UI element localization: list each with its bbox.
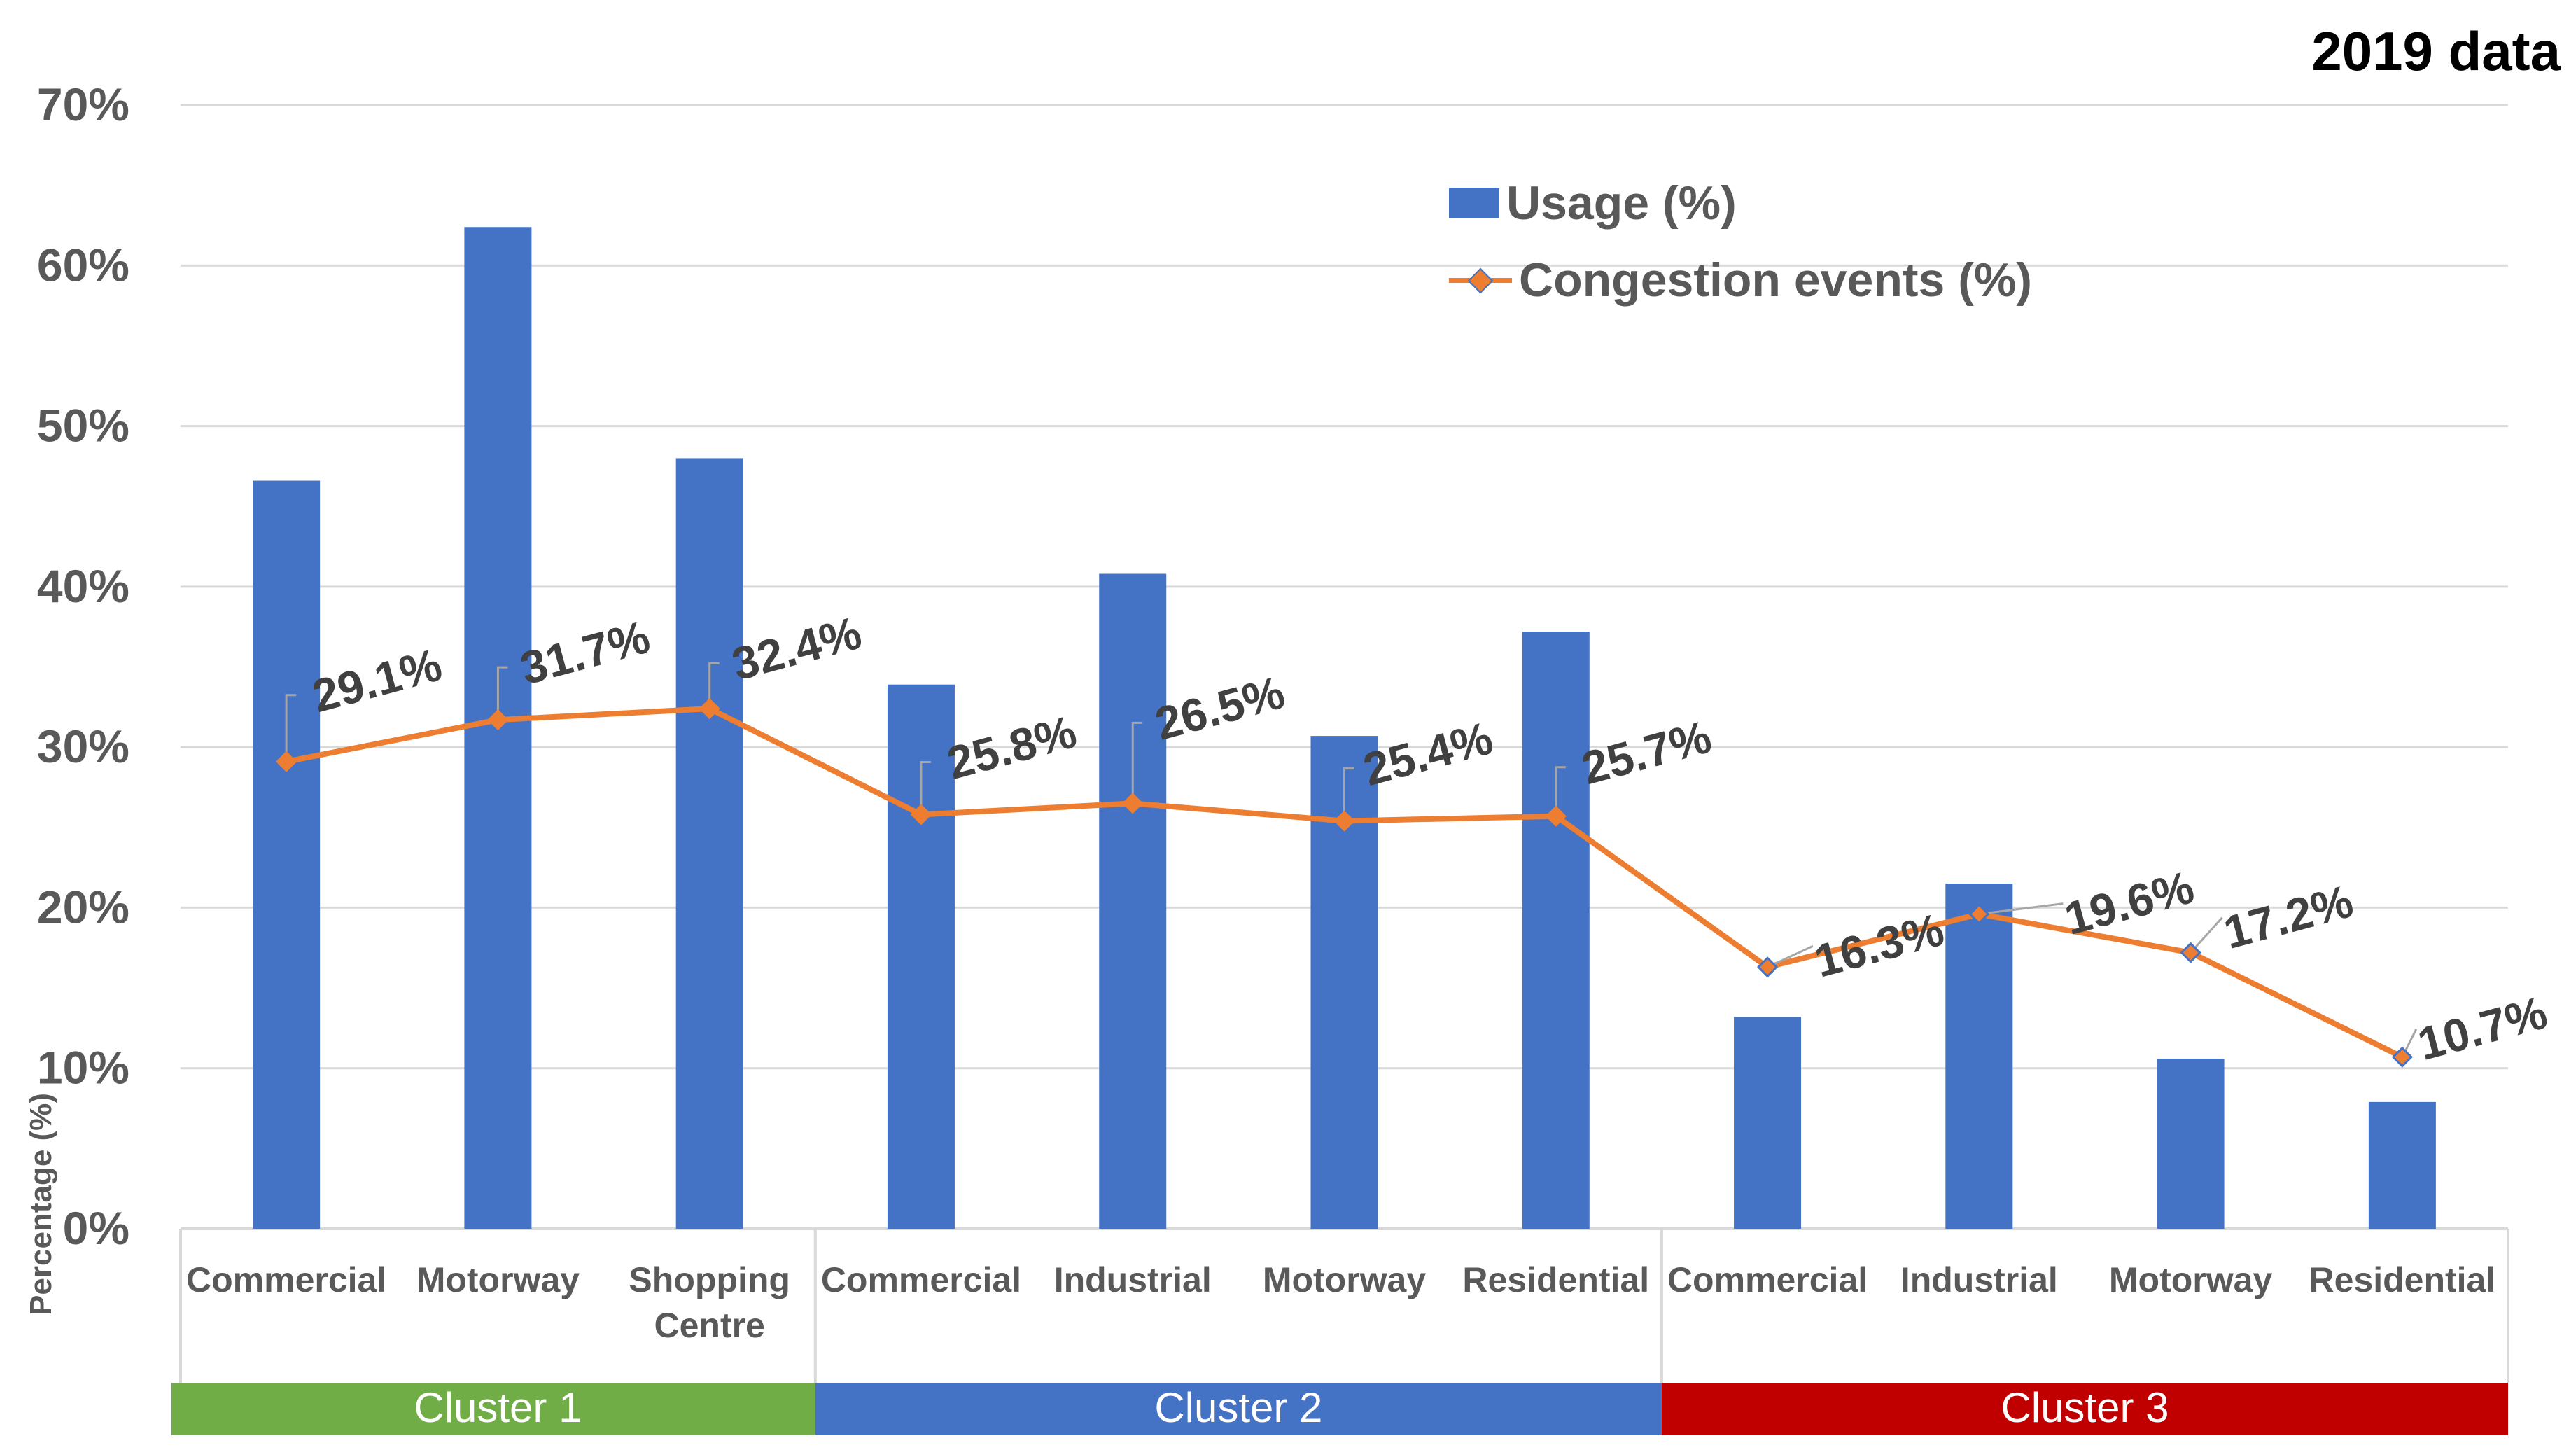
x-tick-label: Residential	[1462, 1260, 1649, 1299]
congestion-marker	[910, 804, 932, 825]
x-tick-label: Commercial	[186, 1260, 386, 1299]
y-axis-label: Percentage (%)	[3, 1008, 80, 1400]
y-tick-label: 10%	[37, 1042, 130, 1094]
usage-bar	[253, 480, 321, 1229]
y-tick-label: 70%	[37, 78, 130, 130]
data-label-leader	[496, 666, 508, 720]
x-tick-label: Motorway	[1263, 1260, 1427, 1299]
cluster-label: Cluster 1	[414, 1384, 582, 1431]
cluster-band	[1661, 1383, 2508, 1435]
congestion-marker	[2180, 942, 2202, 963]
congestion-marker	[276, 751, 298, 772]
congestion-data-label: 25.4%	[1358, 711, 1498, 795]
usage-bar	[1945, 884, 2013, 1229]
legend-item-congestion: Congestion events (%)	[1449, 242, 2032, 319]
usage-bar	[1522, 632, 1590, 1229]
cluster-band	[815, 1383, 1662, 1435]
cluster-label: Cluster 3	[2001, 1384, 2169, 1431]
legend-swatch-usage	[1449, 188, 1499, 218]
congestion-data-label: 25.7%	[1576, 710, 1716, 794]
legend-swatch-congestion	[1449, 266, 1512, 294]
congestion-data-label: 25.8%	[941, 705, 1082, 789]
congestion-data-label: 29.1%	[307, 638, 447, 722]
legend: Usage (%) Congestion events (%)	[1449, 165, 2032, 319]
congestion-marker	[1545, 805, 1567, 827]
data-label-leader	[1555, 766, 1566, 816]
congestion-data-label: 16.3%	[1809, 903, 1949, 987]
congestion-data-label: 17.2%	[2218, 874, 2358, 958]
congestion-data-label: 26.5%	[1150, 666, 1290, 750]
x-tick-label: Motorway	[416, 1260, 580, 1299]
y-tick-label: 0%	[63, 1202, 130, 1254]
x-tick-label: Shopping	[629, 1260, 790, 1299]
congestion-marker	[1122, 793, 1144, 814]
usage-bar	[1099, 573, 1167, 1229]
congestion-data-label: 31.7%	[515, 611, 655, 695]
data-label-leader	[1131, 721, 1143, 804]
y-tick-label: 50%	[37, 400, 130, 452]
usage-bar	[2368, 1101, 2436, 1229]
y-tick-label: 20%	[37, 881, 130, 933]
x-tick-label: Commercial	[821, 1260, 1021, 1299]
x-tick-label: Industrial	[1054, 1260, 1212, 1299]
cluster-label: Cluster 2	[1154, 1384, 1322, 1431]
congestion-data-label: 32.4%	[727, 606, 867, 690]
usage-bar	[1734, 1017, 1802, 1229]
data-label-leader	[1767, 944, 1814, 968]
data-label-leader	[285, 694, 297, 762]
cluster-band	[172, 1383, 816, 1435]
legend-item-usage: Usage (%)	[1449, 165, 2032, 242]
data-label-leader	[1343, 767, 1354, 821]
x-tick-label: Residential	[2309, 1260, 2496, 1299]
y-axis-label-text: Percentage (%)	[24, 1093, 58, 1316]
congestion-marker	[487, 709, 509, 731]
x-tick-label: Centre	[654, 1306, 764, 1345]
congestion-marker	[699, 697, 720, 720]
x-tick-label: Motorway	[2109, 1260, 2273, 1299]
usage-bar	[676, 458, 743, 1229]
x-tick-label: Industrial	[1900, 1260, 2058, 1299]
usage-bar	[2157, 1058, 2225, 1229]
data-label-leader	[2190, 916, 2223, 954]
data-label-leader	[1979, 902, 2064, 916]
congestion-data-label: 19.6%	[2059, 860, 2199, 944]
congestion-marker	[2391, 1046, 2413, 1068]
data-label-leader	[920, 760, 931, 815]
congestion-marker	[1756, 956, 1779, 978]
data-label-leader	[708, 662, 720, 709]
congestion-marker	[1968, 903, 1990, 925]
x-tick-label: Commercial	[1667, 1260, 1868, 1299]
congestion-data-label: 10.7%	[2412, 986, 2552, 1070]
y-tick-label: 60%	[37, 239, 130, 291]
y-tick-label: 40%	[37, 560, 130, 612]
y-tick-label: 30%	[37, 720, 130, 772]
congestion-marker	[1334, 810, 1355, 832]
chart-title: 2019 data	[2311, 20, 2561, 82]
legend-label-congestion: Congestion events (%)	[1519, 253, 2032, 307]
legend-label-usage: Usage (%)	[1506, 176, 1737, 230]
